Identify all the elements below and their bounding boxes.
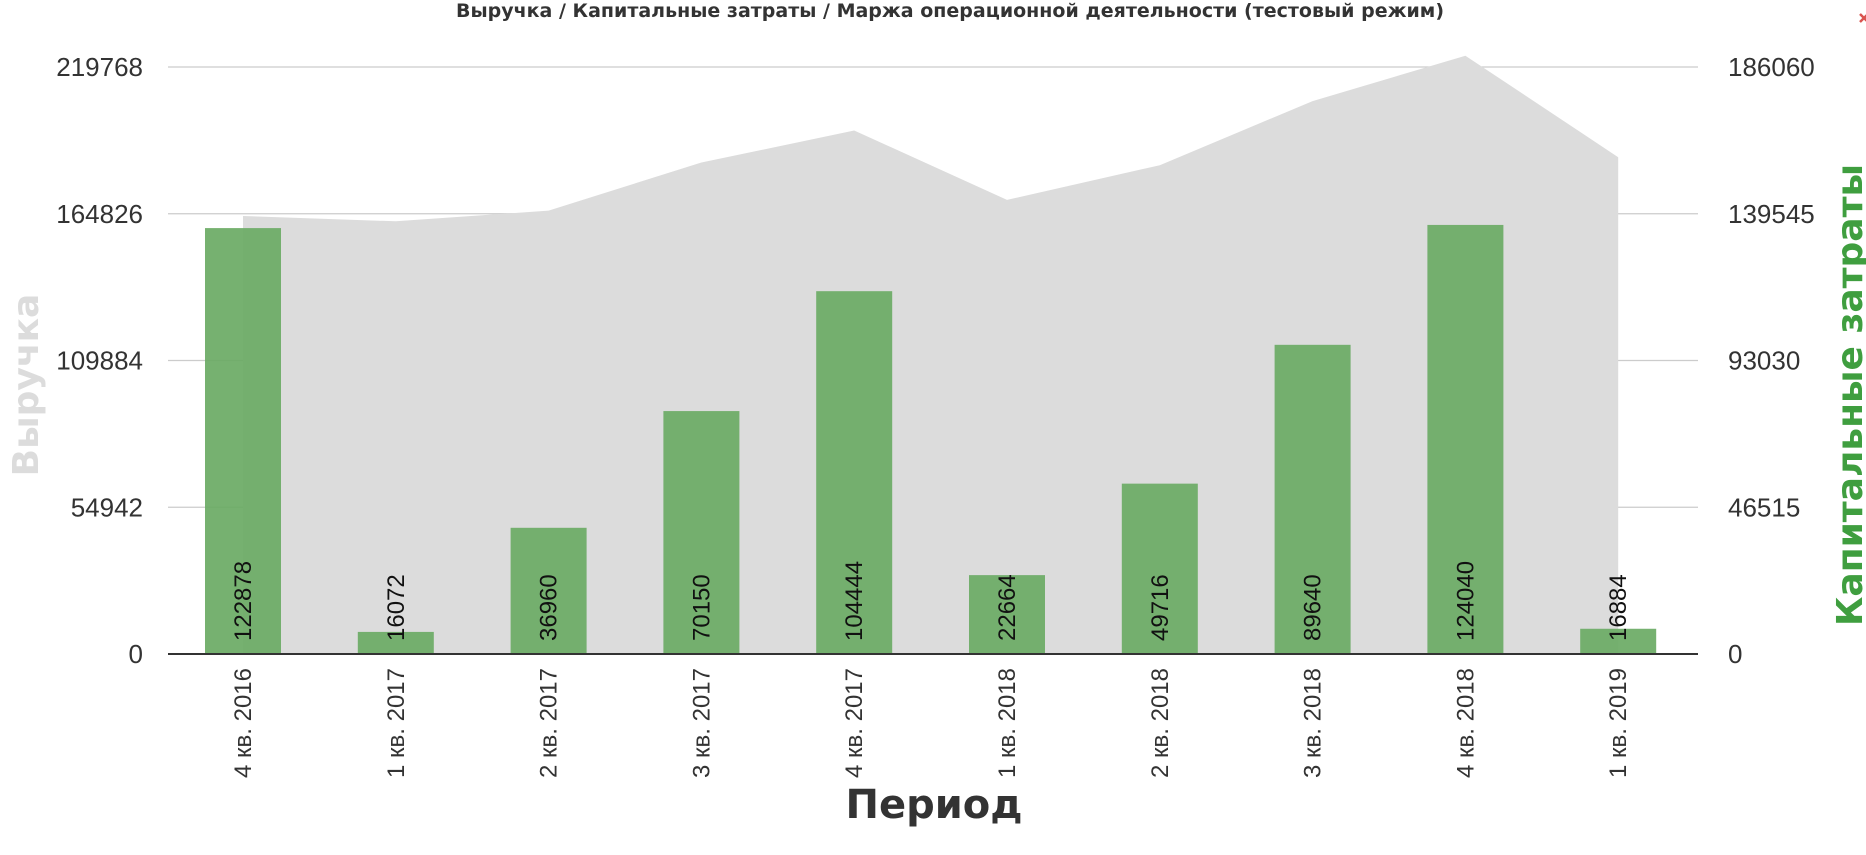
revenue-area-shape xyxy=(243,55,1619,654)
data-label: 49716 xyxy=(1147,574,1174,641)
chart-title: Выручка / Капитальные затраты / Маржа оп… xyxy=(456,0,1444,22)
left-axis-label: Выручка xyxy=(6,294,47,477)
right-tick-label: 46515 xyxy=(1728,492,1800,522)
x-tick-label: 4 кв. 2018 xyxy=(1452,668,1479,778)
x-tick-label: 3 кв. 2017 xyxy=(688,668,715,778)
capex-bar xyxy=(510,527,587,654)
x-axis-ticks: 4 кв. 2016 1 кв. 2017 2 кв. 2017 3 кв. 2017… xyxy=(230,668,1632,778)
data-label: 104444 xyxy=(841,561,868,641)
data-label: 16884 xyxy=(1605,574,1632,641)
x-axis-label: Период xyxy=(845,782,1022,828)
data-label: 16072 xyxy=(383,574,410,641)
data-label: 89640 xyxy=(1300,574,1327,641)
capex-bar xyxy=(663,411,740,654)
left-tick-label: 54942 xyxy=(71,492,143,522)
left-axis-ticks: 0 54942 109884 164826 219768 xyxy=(56,52,143,669)
left-tick-label: 219768 xyxy=(56,52,143,82)
data-label: 36960 xyxy=(536,574,563,641)
x-tick-label: 4 кв. 2017 xyxy=(841,668,868,778)
x-tick-label: 4 кв. 2016 xyxy=(230,668,257,778)
close-icon[interactable] xyxy=(1859,13,1866,23)
capex-bar xyxy=(816,291,893,654)
x-tick-label: 1 кв. 2018 xyxy=(994,668,1021,778)
data-label: 122878 xyxy=(230,561,257,641)
right-tick-label: 139545 xyxy=(1728,199,1815,229)
right-tick-label: 186060 xyxy=(1728,52,1815,82)
data-label: 70150 xyxy=(688,574,715,641)
capex-bar xyxy=(1427,224,1504,654)
left-tick-label: 109884 xyxy=(56,346,143,376)
revenue-area xyxy=(243,55,1619,654)
capex-bar xyxy=(969,575,1045,654)
capex-bar xyxy=(205,228,281,655)
data-label: 22664 xyxy=(994,574,1021,641)
right-axis-ticks: 0 46515 93030 139545 186060 xyxy=(1728,52,1815,669)
x-tick-label: 1 кв. 2019 xyxy=(1605,668,1632,778)
x-tick-label: 2 кв. 2017 xyxy=(536,668,563,778)
capex-bar xyxy=(1121,483,1198,654)
right-tick-label: 93030 xyxy=(1728,346,1800,376)
data-labels: 122878 16072 36960 70150 104444 22664 49716 896… xyxy=(230,561,1632,641)
right-tick-label: 0 xyxy=(1728,639,1742,669)
left-tick-label: 0 xyxy=(129,639,143,669)
x-tick-label: 2 кв. 2018 xyxy=(1147,668,1174,778)
left-tick-label: 164826 xyxy=(56,199,143,229)
capex-bars xyxy=(205,224,1657,655)
data-label: 124040 xyxy=(1452,561,1479,641)
capex-bar xyxy=(357,631,434,654)
right-axis-label: Капитальные затраты xyxy=(1830,164,1866,626)
capex-bar xyxy=(1274,344,1351,654)
capex-bar xyxy=(1580,628,1657,654)
x-tick-label: 1 кв. 2017 xyxy=(383,668,410,778)
x-tick-label: 3 кв. 2018 xyxy=(1300,668,1327,778)
